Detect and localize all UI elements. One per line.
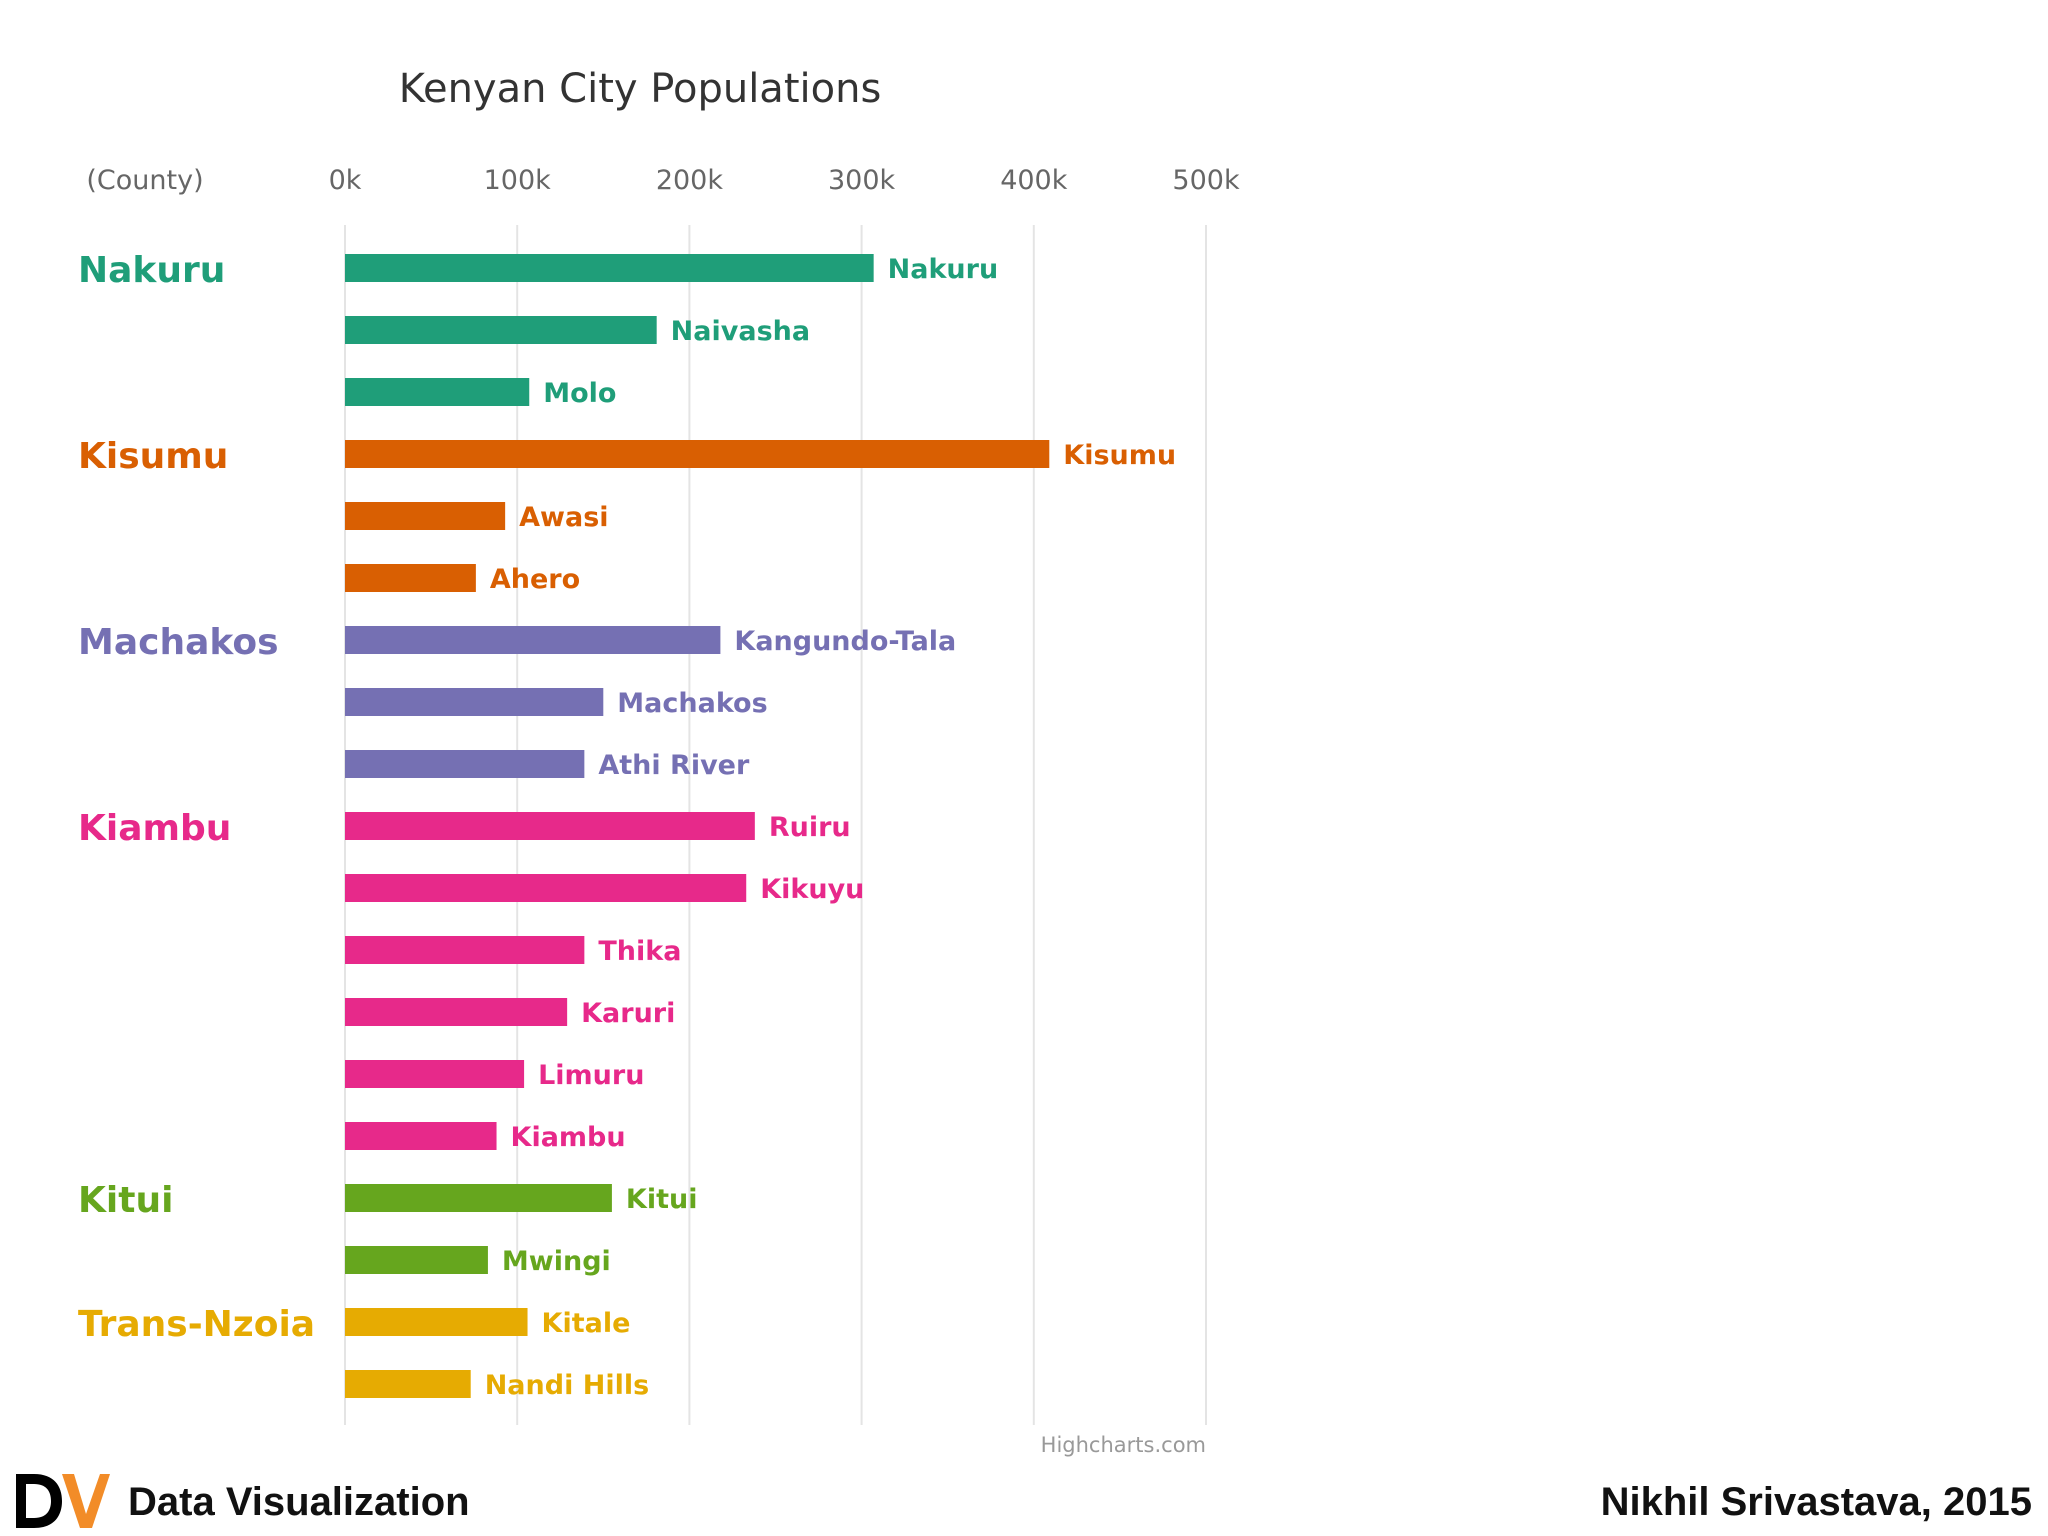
bar-data-label: Naivasha bbox=[671, 316, 810, 347]
x-axis-ticks: 0k 100k 200k 300k 400k 500k bbox=[329, 165, 1240, 196]
bar[interactable] bbox=[345, 316, 657, 344]
bar-data-label: Kisumu bbox=[1063, 440, 1176, 471]
x-tick-label: 200k bbox=[656, 165, 724, 196]
bar[interactable] bbox=[345, 1184, 612, 1212]
logo-d-shape bbox=[16, 1474, 62, 1528]
bar[interactable] bbox=[345, 440, 1050, 468]
bar[interactable] bbox=[345, 1308, 528, 1336]
bar[interactable] bbox=[345, 998, 568, 1026]
county-label: Kisumu bbox=[78, 436, 228, 477]
bar[interactable] bbox=[345, 1060, 525, 1088]
bars: Nakuru Naivasha Molo Kisumu Awasi Ahero Kangun… bbox=[345, 254, 1176, 1401]
bar-data-label: Ruiru bbox=[769, 812, 851, 843]
population-chart: Kenyan City Populations (County) 0k 100k 2… bbox=[78, 66, 1240, 1457]
x-tick-label: 300k bbox=[828, 165, 896, 196]
footer-author: Nikhil Srivastava, 2015 bbox=[1600, 1480, 2032, 1524]
county-label: Trans-Nzoia bbox=[78, 1304, 315, 1345]
bar[interactable] bbox=[345, 1246, 488, 1274]
bar[interactable] bbox=[345, 626, 721, 654]
county-label: Kiambu bbox=[78, 808, 231, 849]
bar-data-label: Kangundo-Tala bbox=[734, 626, 956, 657]
bar-data-label: Kiambu bbox=[511, 1122, 626, 1153]
bar-data-label: Mwingi bbox=[502, 1246, 611, 1277]
dv-logo bbox=[16, 1474, 110, 1528]
county-label: Machakos bbox=[78, 622, 279, 663]
bar[interactable] bbox=[345, 1370, 471, 1398]
bar-data-label: Limuru bbox=[538, 1060, 644, 1091]
bar[interactable] bbox=[345, 750, 585, 778]
bar[interactable] bbox=[345, 564, 476, 592]
bar-data-label: Molo bbox=[543, 378, 616, 409]
bar[interactable] bbox=[345, 502, 506, 530]
bar[interactable] bbox=[345, 936, 585, 964]
bar[interactable] bbox=[345, 812, 755, 840]
bar[interactable] bbox=[345, 688, 604, 716]
bar-data-label: Kitui bbox=[626, 1184, 698, 1215]
x-tick-label: 0k bbox=[329, 165, 362, 196]
county-label: Kitui bbox=[78, 1180, 173, 1221]
footer-title: Data Visualization bbox=[128, 1480, 470, 1524]
county-label: Nakuru bbox=[78, 250, 225, 291]
logo-v-shape bbox=[62, 1474, 110, 1528]
county-axis-label: (County) bbox=[86, 165, 203, 196]
bar[interactable] bbox=[345, 1122, 497, 1150]
chart-title: Kenyan City Populations bbox=[399, 66, 882, 112]
bar-data-label: Thika bbox=[598, 936, 681, 967]
bar[interactable] bbox=[345, 378, 530, 406]
bar-data-label: Athi River bbox=[598, 750, 750, 781]
bar-data-label: Awasi bbox=[519, 502, 608, 533]
bar-data-label: Nakuru bbox=[888, 254, 999, 285]
county-labels: Nakuru Kisumu Machakos Kiambu Kitui Trans-Nzo… bbox=[78, 250, 315, 1345]
bar-data-label: Kikuyu bbox=[760, 874, 864, 905]
bar-data-label: Nandi Hills bbox=[485, 1370, 649, 1401]
bar-data-label: Karuri bbox=[581, 998, 675, 1029]
x-tick-label: 400k bbox=[1000, 165, 1068, 196]
x-tick-label: 500k bbox=[1172, 165, 1240, 196]
bar-data-label: Kitale bbox=[542, 1308, 631, 1339]
highcharts-credit[interactable]: Highcharts.com bbox=[1041, 1433, 1206, 1457]
bar[interactable] bbox=[345, 874, 747, 902]
bar[interactable] bbox=[345, 254, 874, 282]
bar-data-label: Ahero bbox=[490, 564, 580, 595]
bar-data-label: Machakos bbox=[617, 688, 767, 719]
x-tick-label: 100k bbox=[484, 165, 552, 196]
